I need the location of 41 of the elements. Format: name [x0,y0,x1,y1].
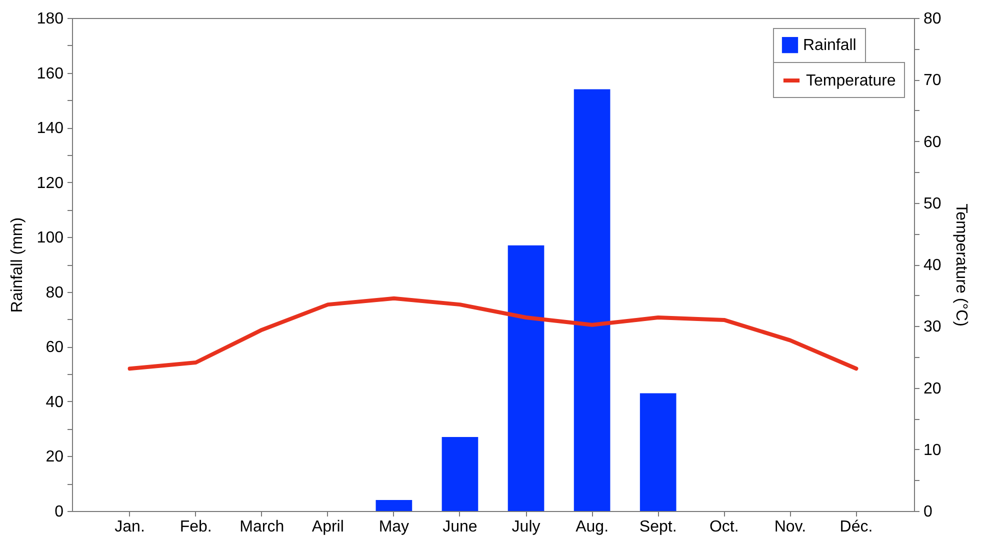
x-tick-label: Sept. [639,518,677,536]
line-series [128,296,858,371]
y-tick-label: 20 [46,448,64,466]
x-tick-label: March [240,518,284,536]
bar [508,245,544,511]
legend-label: Temperature [806,72,896,90]
y2-tick-label: 50 [924,195,942,212]
y2-tick-label: 40 [924,257,942,274]
y2-tick-label: 60 [924,134,942,151]
x-tick-label: Feb. [180,518,212,536]
y-tick-label: 140 [36,120,64,138]
y-tick-label: 160 [36,65,64,82]
y2-tick-label: 10 [924,442,942,459]
bar [376,500,412,511]
y2-tick-label: 30 [924,318,942,336]
bar [442,437,478,511]
y-tick-label: 40 [46,394,64,411]
x-tick-label: Aug. [576,518,609,536]
y2-tick-label: 80 [924,10,942,28]
y-tick-label: 100 [36,230,64,247]
y-tick-label: 80 [46,284,64,302]
x-tick-label: Oct. [709,518,739,536]
x-tick-label: Jan. [114,518,145,536]
x-tick-label: April [312,518,344,536]
x-tick-label: June [442,518,478,536]
bar [574,89,610,511]
x-tick-label: Déc. [840,518,873,536]
y-tick-label: 120 [36,174,64,192]
y-tick-label: 180 [36,10,64,28]
legend-label: Rainfall [803,37,856,54]
y2-tick-label: 20 [924,380,942,398]
y-tick-label: 60 [46,339,64,356]
x-tick-label: July [512,518,540,536]
x-tick-label: Nov. [774,518,806,536]
y2-tick-label: 0 [924,504,932,520]
x-tick-label: May [378,518,410,536]
y2-tick-label: 70 [924,72,942,90]
y-axis-title: Rainfall (mm) [8,217,26,313]
y-tick-label: 0 [54,504,64,520]
y2-axis-title: Temperature (°C) [952,204,970,326]
bar [640,393,676,511]
